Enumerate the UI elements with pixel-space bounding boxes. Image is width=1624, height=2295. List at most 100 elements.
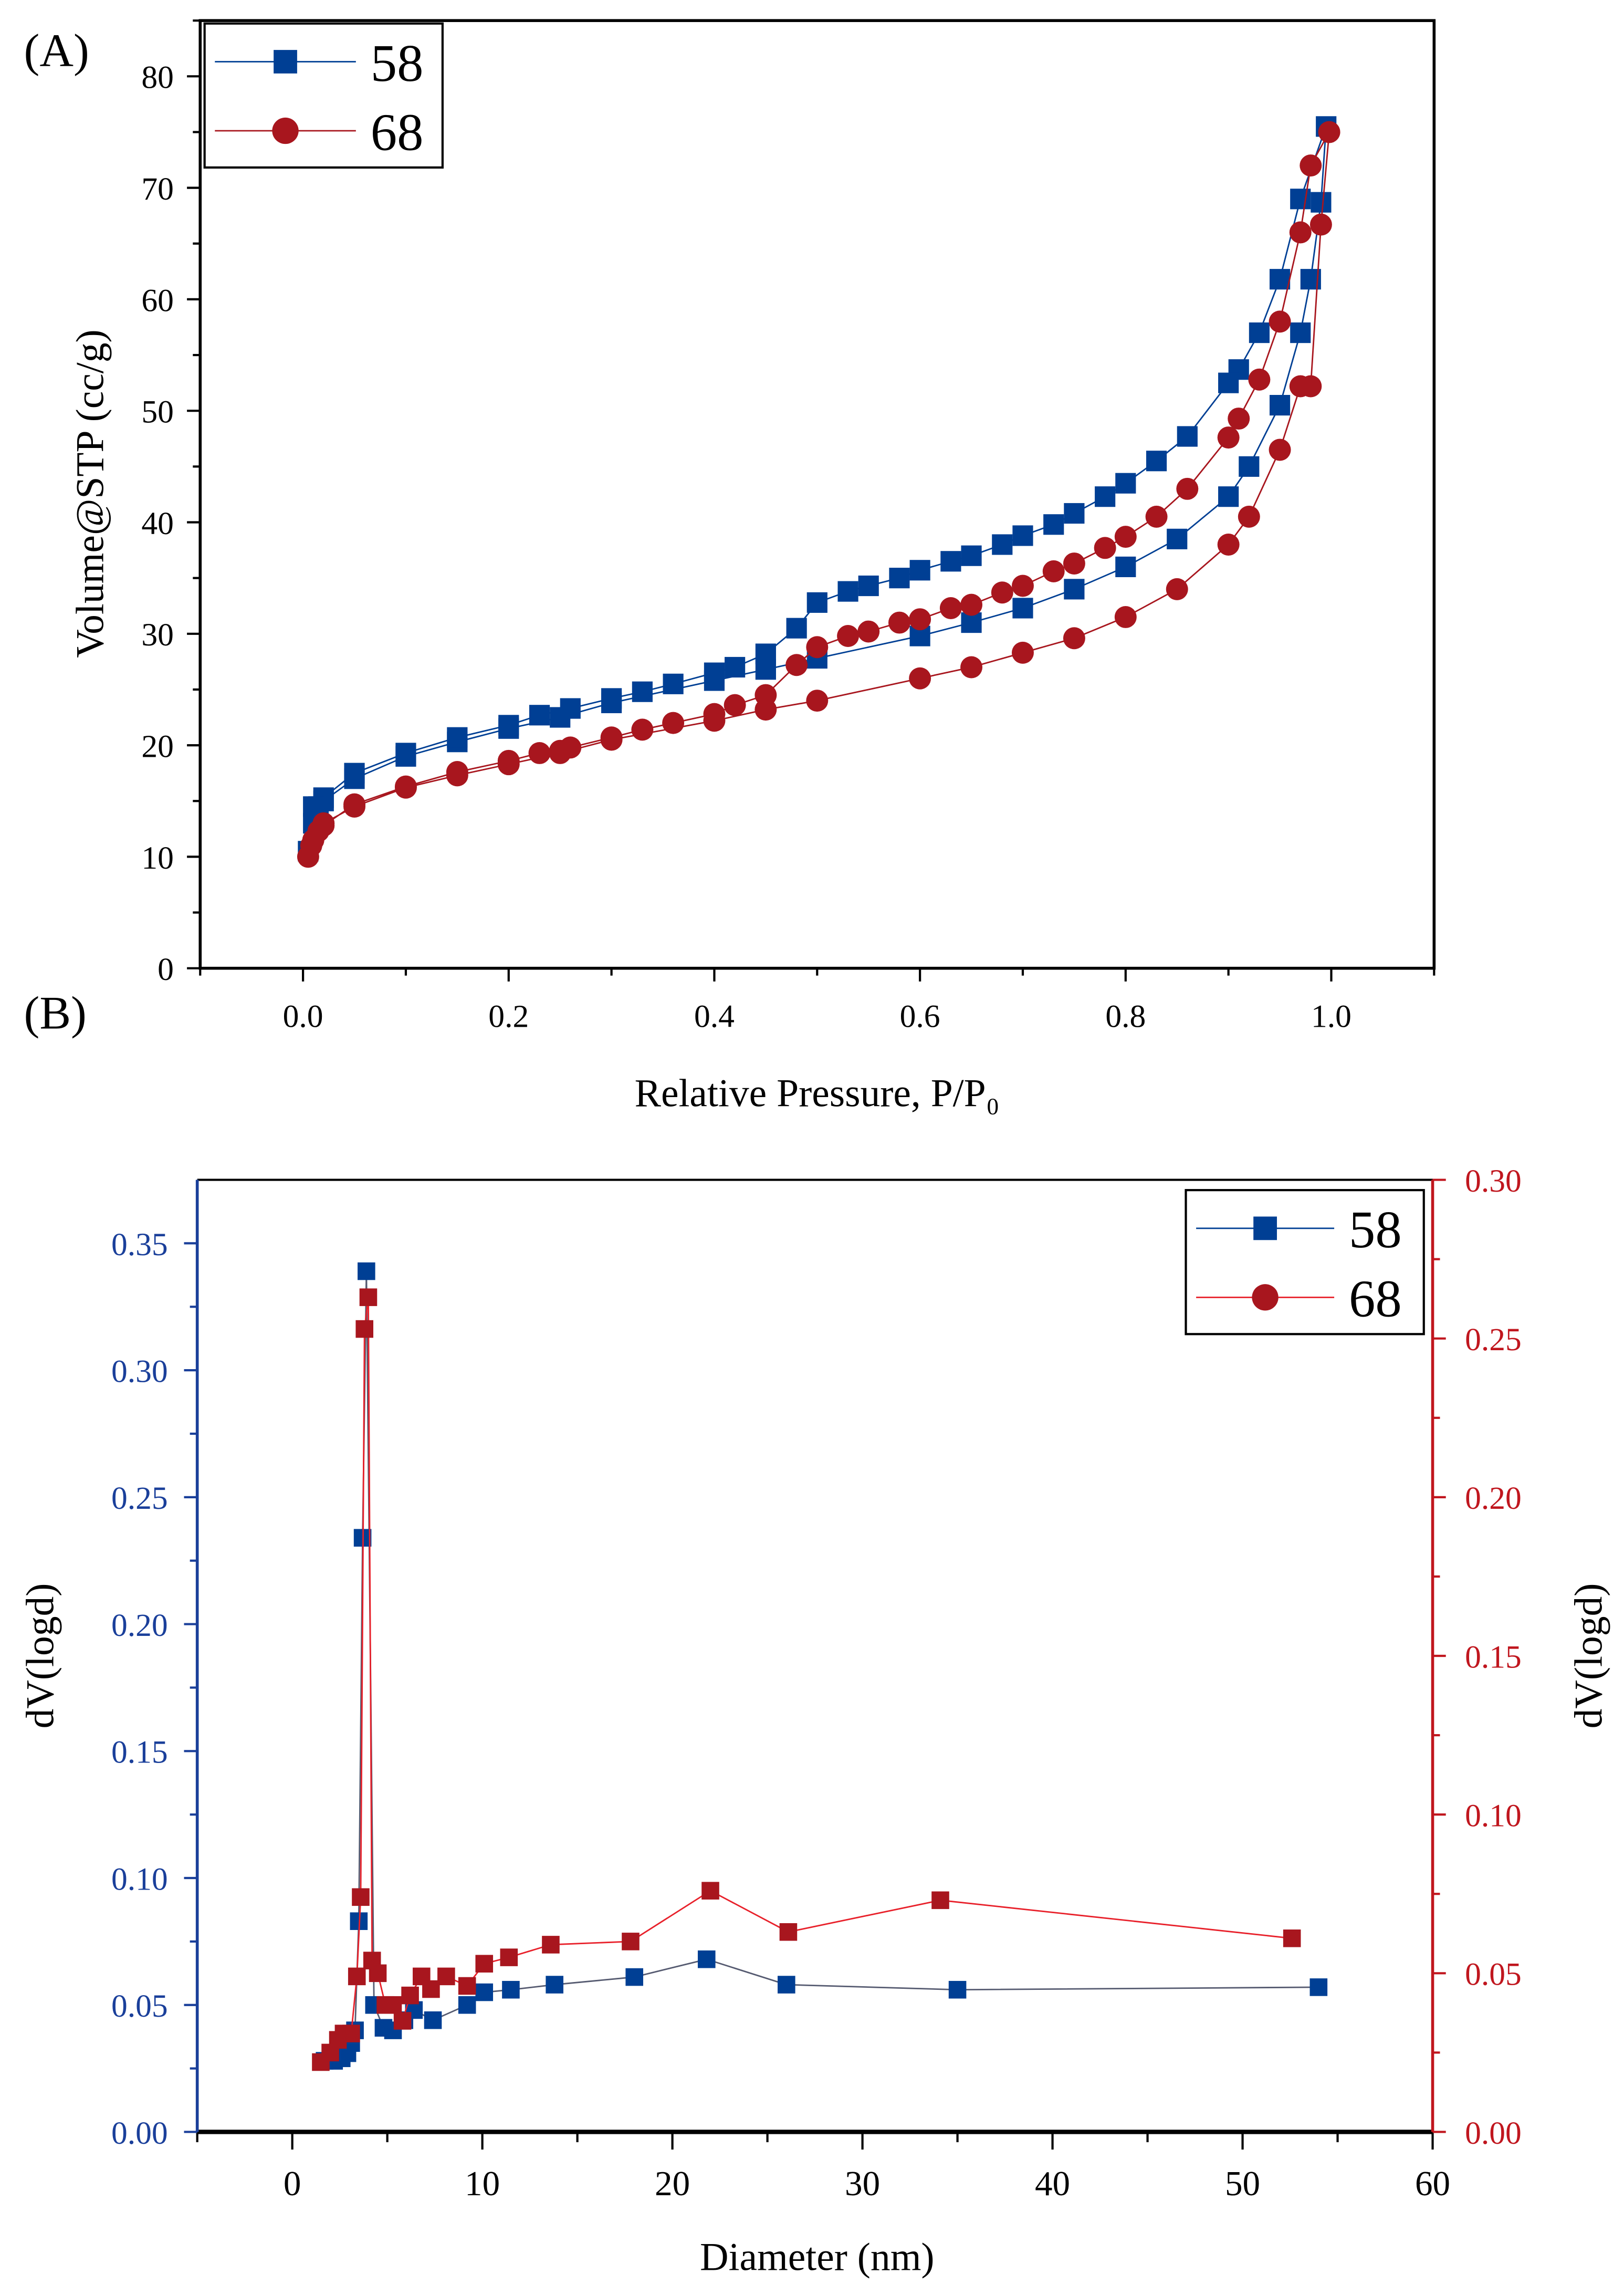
data-point-58 xyxy=(1115,556,1136,578)
data-point-58 xyxy=(1309,1978,1328,1996)
data-point-58 xyxy=(663,673,684,694)
x-tick-label: 30 xyxy=(845,2164,880,2203)
left-y-tick-label: 0.00 xyxy=(111,2115,168,2151)
data-point-58 xyxy=(475,1983,494,2001)
right-y-axis-title: dV(logd) xyxy=(1567,1583,1610,1729)
data-point-58 xyxy=(940,551,961,572)
y-tick-label: 80 xyxy=(141,60,174,96)
y-axis-title: Volume@STP (cc/g) xyxy=(69,329,112,658)
data-point-68 xyxy=(1269,310,1291,333)
data-point-68 xyxy=(1300,375,1322,398)
data-point-58 xyxy=(601,688,622,709)
panel-label: (B) xyxy=(24,987,87,1039)
data-point-68 xyxy=(622,1933,640,1950)
legend-label-58: 58 xyxy=(371,34,424,92)
data-point-68 xyxy=(394,775,417,798)
data-point-58 xyxy=(632,681,653,702)
left-y-tick-label: 0.35 xyxy=(111,1227,168,1263)
data-point-68 xyxy=(1269,439,1291,461)
legend-box xyxy=(1185,1189,1425,1336)
data-point-68 xyxy=(1063,627,1085,650)
legend-marker-68 xyxy=(1252,1284,1279,1311)
left-y-axis-title: dV(logd) xyxy=(18,1583,62,1729)
data-point-68 xyxy=(779,1923,798,1941)
data-point-68 xyxy=(1176,477,1199,500)
data-point-58 xyxy=(837,581,858,602)
data-point-68 xyxy=(703,703,726,725)
data-point-68 xyxy=(343,793,366,816)
x-axis-title: Relative Pressure, P/P₀ xyxy=(635,1072,1000,1115)
data-point-58 xyxy=(1269,395,1291,416)
x-tick-label: 0.4 xyxy=(694,999,735,1035)
data-point-68 xyxy=(369,1964,387,1983)
data-point-68 xyxy=(806,636,829,659)
x-tick-label: 40 xyxy=(1035,2164,1070,2203)
data-point-68 xyxy=(857,620,880,643)
data-point-58 xyxy=(992,534,1013,555)
data-point-68 xyxy=(1289,221,1312,244)
left-y-tick-label: 0.25 xyxy=(111,1480,168,1516)
x-tick-label: 0.8 xyxy=(1105,999,1146,1035)
data-point-68 xyxy=(542,1936,560,1954)
data-point-68 xyxy=(1114,606,1137,628)
data-point-68 xyxy=(1248,368,1271,391)
data-point-58 xyxy=(889,568,910,589)
data-point-58 xyxy=(1012,598,1033,619)
data-point-58 xyxy=(1146,451,1167,472)
data-point-58 xyxy=(1311,192,1332,213)
data-point-68 xyxy=(701,1882,719,1900)
data-point-68 xyxy=(1166,578,1188,600)
right-y-tick-label: 0.10 xyxy=(1465,1798,1522,1834)
data-point-58 xyxy=(344,763,365,784)
data-point-58 xyxy=(1269,269,1291,290)
data-point-68 xyxy=(888,611,910,634)
data-point-58 xyxy=(502,1980,520,1999)
data-point-68 xyxy=(500,1948,518,1966)
data-point-58 xyxy=(725,656,746,678)
data-point-68 xyxy=(1309,213,1332,236)
x-axis-title: Diameter (nm) xyxy=(700,2235,935,2279)
data-point-68 xyxy=(393,2012,412,2030)
data-point-58 xyxy=(1218,372,1239,393)
data-point-58 xyxy=(786,618,807,639)
legend-marker-58 xyxy=(274,50,297,74)
data-point-68 xyxy=(1114,526,1137,548)
data-point-68 xyxy=(384,1996,402,2014)
data-point-68 xyxy=(960,593,983,616)
right-y-tick-label: 0.05 xyxy=(1465,1957,1522,1993)
data-point-58 xyxy=(1239,456,1260,477)
left-y-tick-label: 0.15 xyxy=(111,1735,168,1770)
data-point-68 xyxy=(662,712,685,734)
data-point-68 xyxy=(1094,537,1116,559)
data-point-68 xyxy=(348,1967,366,1986)
x-tick-label: 60 xyxy=(1415,2164,1450,2203)
data-point-58 xyxy=(358,1262,375,1280)
x-tick-label: 10 xyxy=(465,2164,500,2203)
legend-label-68: 68 xyxy=(371,102,424,161)
data-point-68 xyxy=(437,1967,455,1986)
data-point-68 xyxy=(352,1888,370,1906)
data-point-58 xyxy=(546,1976,563,1994)
legend-marker-58 xyxy=(1253,1216,1277,1240)
right-y-tick-label: 0.25 xyxy=(1465,1322,1522,1358)
data-point-58 xyxy=(1218,486,1239,507)
data-point-58 xyxy=(529,705,550,726)
y-tick-label: 60 xyxy=(141,283,174,318)
data-point-58 xyxy=(961,545,982,566)
data-point-68 xyxy=(1217,426,1240,449)
series-line-68 xyxy=(320,1297,1292,2063)
data-point-68 xyxy=(1283,1929,1301,1947)
data-point-58 xyxy=(1095,486,1116,507)
data-point-58 xyxy=(778,1976,795,1994)
data-point-68 xyxy=(422,1980,440,1998)
data-point-68 xyxy=(1042,560,1065,582)
left-y-tick-label: 0.20 xyxy=(111,1608,168,1643)
data-point-68 xyxy=(1011,641,1034,664)
data-point-68 xyxy=(1217,533,1240,556)
data-point-68 xyxy=(342,2025,360,2042)
data-point-68 xyxy=(939,597,962,619)
data-point-58 xyxy=(697,1950,716,1968)
data-point-68 xyxy=(446,761,468,784)
